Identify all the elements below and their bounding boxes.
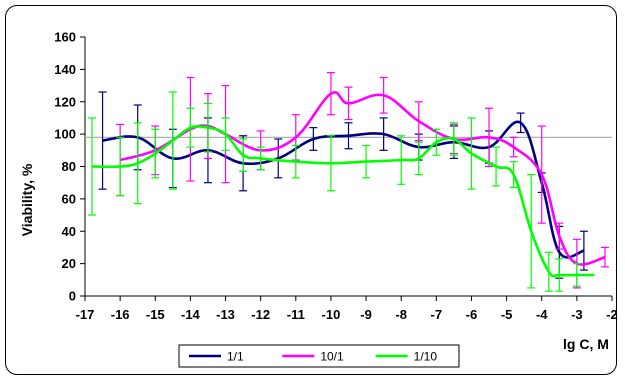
x-tick-label: -15 (146, 307, 165, 322)
legend-box (178, 344, 460, 368)
y-tick-label: 120 (54, 94, 76, 109)
x-tick-label: -2 (606, 307, 618, 322)
plot-area (85, 37, 612, 296)
y-tick-label: 160 (54, 30, 76, 45)
x-tick-label: -13 (216, 307, 235, 322)
x-tick-label: -12 (251, 307, 270, 322)
x-tick-label: -7 (431, 307, 443, 322)
legend-label: 10/1 (320, 350, 344, 364)
series-1-10 (88, 91, 595, 292)
x-tick-label: -17 (76, 307, 95, 322)
tick-labels: 0 20 40 60 80 100 120 140 160 -17 -16 -15 -14 -13 -12 -… (54, 30, 617, 323)
x-tick-label: -9 (360, 307, 372, 322)
x-axis-title: lg C, M (563, 336, 609, 352)
series-10-1 (116, 72, 609, 289)
x-tick-label: -5 (501, 307, 513, 322)
y-tick-label: 80 (62, 159, 76, 174)
x-tick-label: -8 (395, 307, 407, 322)
axes (80, 36, 613, 301)
y-tick-label: 100 (54, 127, 76, 142)
y-axis-title: Viability, % (19, 163, 35, 236)
y-tick-label: 140 (54, 62, 76, 77)
y-tick-label: 20 (62, 256, 76, 271)
y-tick-label: 60 (62, 191, 76, 206)
legend: 1/1 10/1 1/10 (178, 344, 460, 368)
legend-label: 1/10 (414, 350, 438, 364)
series-line-1-1 (102, 120, 585, 259)
series-line-10-1 (119, 91, 606, 266)
x-tick-label: -16 (111, 307, 130, 322)
x-tick-label: -10 (322, 307, 341, 322)
series-group (88, 72, 609, 292)
x-tick-label: -3 (571, 307, 583, 322)
series-line-1-10 (91, 125, 595, 278)
x-tick-label: -4 (536, 307, 548, 322)
x-tick-label: -11 (287, 307, 305, 322)
y-tick-label: 40 (62, 224, 76, 239)
x-tick-label: -6 (466, 307, 478, 322)
legend-label: 1/1 (227, 350, 244, 364)
x-tick-label: -14 (181, 307, 201, 322)
y-tick-label: 0 (69, 289, 76, 304)
